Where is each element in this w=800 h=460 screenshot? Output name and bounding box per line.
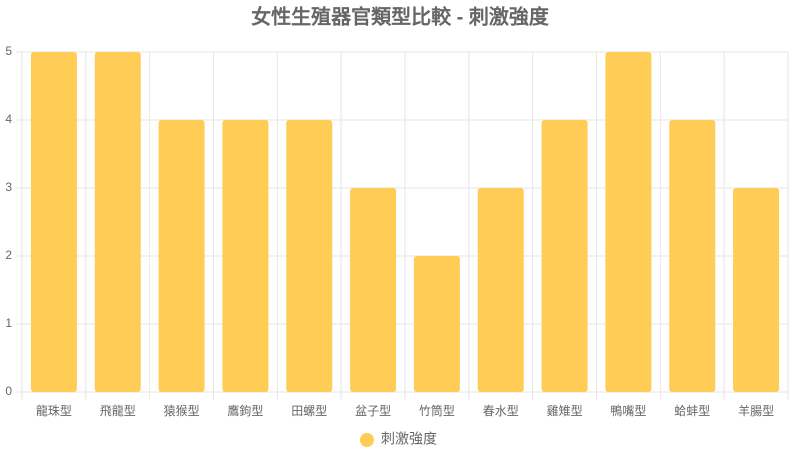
chart-title: 女性生殖器官類型比較 - 刺激強度 (251, 4, 550, 28)
y-tick-label: 4 (5, 112, 12, 126)
x-tick-label: 盆子型 (355, 404, 391, 418)
legend-marker (360, 433, 374, 447)
bar (158, 120, 205, 392)
bar (669, 120, 716, 392)
x-tick-label: 雞雉型 (547, 404, 583, 418)
bar (477, 188, 524, 392)
x-tick-label: 蛤蚌型 (674, 404, 710, 418)
x-tick-label: 羊腸型 (738, 403, 774, 418)
y-tick-label: 3 (5, 180, 12, 194)
bar (350, 188, 397, 392)
x-tick-label: 鴨嘴型 (610, 404, 646, 418)
y-tick-label: 0 (5, 384, 12, 398)
y-tick-label: 1 (5, 316, 12, 330)
x-tick-label: 田螺型 (291, 404, 327, 418)
bar (94, 52, 141, 392)
x-tick-label: 飛龍型 (100, 403, 136, 418)
y-tick-label: 2 (5, 248, 12, 262)
bar (30, 52, 77, 392)
x-tick-label: 猿猴型 (164, 403, 200, 418)
x-tick-label: 春水型 (483, 404, 519, 418)
bar (541, 120, 588, 392)
legend-label: 刺激強度 (381, 431, 437, 447)
x-tick-label: 竹筒型 (419, 403, 455, 418)
bar (605, 52, 652, 392)
bar (413, 256, 460, 392)
x-tick-label: 鷹鉤型 (227, 403, 263, 418)
bar (733, 188, 780, 392)
x-tick-label: 龍珠型 (36, 403, 72, 418)
y-tick-label: 5 (5, 44, 12, 58)
bar (222, 120, 269, 392)
bar (286, 120, 333, 392)
